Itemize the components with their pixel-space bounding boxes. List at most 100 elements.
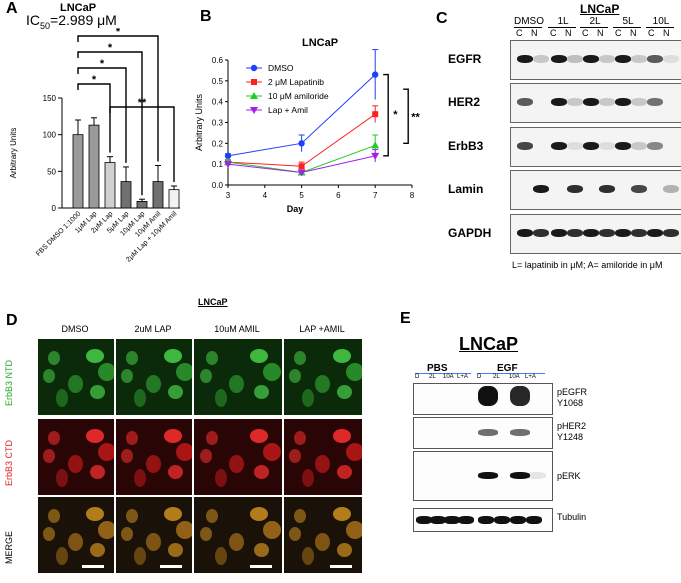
cell-shape	[345, 521, 362, 539]
micrograph-tile	[283, 418, 363, 496]
cell-shape	[337, 385, 353, 399]
cell-shape	[134, 547, 146, 565]
blot-row-name: pEGFR	[557, 387, 588, 397]
cell-shape	[164, 507, 182, 521]
blot-band	[615, 229, 631, 237]
blot-band	[567, 142, 583, 150]
blot-row-site: Y1248	[557, 432, 584, 442]
cell-shape	[199, 369, 212, 383]
lane-label: L+A	[457, 374, 468, 380]
lane-group-label: DMSO	[514, 16, 544, 27]
cell-shape	[90, 385, 105, 399]
blot-band	[647, 142, 663, 150]
blot-band	[663, 55, 679, 63]
y-tick-label: 100	[43, 131, 57, 140]
x-tick-label: 8	[410, 191, 415, 200]
cell-shape	[176, 443, 192, 461]
blot-band	[510, 386, 530, 406]
blot-row-label: HER2	[448, 95, 481, 109]
blot-strip	[510, 170, 681, 210]
lane-label: 10A	[443, 374, 454, 380]
data-point	[297, 169, 306, 177]
blot-band	[478, 472, 498, 479]
panel-e-western-blots: PBS EGF D 2L 10A L+A D 2L 10A L+A pEGFR Y1068 pHER2 Y…	[405, 355, 681, 545]
fraction-label: C	[615, 28, 622, 38]
significance-marker: *	[100, 58, 105, 70]
fraction-label: C	[550, 28, 557, 38]
blot-band	[510, 472, 530, 479]
chart-title: LNCaP	[302, 37, 338, 49]
blot-row-label: Tubulin	[557, 512, 586, 523]
cell-shape	[168, 543, 183, 557]
fraction-label: C	[516, 28, 523, 38]
cell-shape	[56, 469, 68, 487]
blot-band	[458, 516, 474, 524]
lane-label: D	[415, 374, 420, 380]
cell-shape	[199, 449, 212, 463]
scale-bar	[330, 565, 352, 568]
cell-shape	[126, 509, 138, 523]
cell-shape	[48, 509, 60, 523]
blot-band	[533, 55, 549, 63]
significance-bracket	[77, 51, 143, 196]
cell-shape	[263, 443, 282, 461]
cell-shape	[98, 363, 114, 381]
data-point	[224, 152, 232, 160]
y-axis-label: Arbitrary Units	[9, 128, 18, 179]
cell-shape	[98, 521, 114, 539]
panel-a-ic50: IC50=2.989 μM	[26, 12, 117, 31]
fraction-label: N	[565, 28, 572, 38]
blot-row-label: pHER2 Y1248	[557, 421, 586, 443]
blot-band	[583, 98, 599, 106]
blot-row-label: pERK	[557, 471, 581, 482]
row-label: ErbB3 NTD	[4, 359, 14, 406]
micrograph-tile	[115, 496, 193, 574]
lane-label: 10A	[509, 374, 520, 380]
cell-shape	[146, 455, 161, 473]
panel-c-label: C	[436, 10, 448, 27]
blot-strip	[413, 417, 553, 449]
panel-a-title: LNCaP	[60, 2, 97, 14]
blot-band	[631, 185, 647, 193]
blot-band	[517, 142, 533, 150]
panel-d-microscopy-grid: DMSO 2uM LAP 10uM AMIL LAP +AMIL ErbB3 NTD Er…	[0, 318, 400, 583]
column-label: LAP +AMIL	[299, 324, 345, 334]
panel-b-line-chart: LNCaP 0.0 0.1 0.2 0.3 0.4 0.5 0.6 3 4 5 6 7 8 Day Arbit…	[194, 37, 420, 214]
y-tick-label: 0.1	[212, 160, 224, 169]
significance-bracket	[77, 35, 159, 162]
x-tick-label: 5	[299, 191, 304, 200]
blot-row-name: Tubulin	[557, 512, 587, 522]
ic50-text: IC	[26, 12, 40, 28]
column-label: 10uM AMIL	[214, 324, 260, 334]
panel-c-footnote: L= lapatinib in μM; A= amiloride in μM	[512, 260, 663, 270]
ic50-subscript: 50	[40, 20, 51, 31]
cell-shape	[345, 443, 362, 461]
panel-d-label: D	[6, 312, 18, 329]
blot-strip	[413, 508, 553, 532]
micrograph-tile	[193, 338, 283, 416]
blot-band	[526, 472, 546, 479]
bar	[72, 134, 84, 209]
cell-shape	[48, 351, 60, 365]
blot-band	[599, 185, 615, 193]
cell-shape	[199, 527, 212, 541]
blot-band	[478, 516, 494, 524]
cell-shape	[86, 349, 104, 363]
blot-band	[631, 142, 647, 150]
cell-shape	[90, 465, 105, 479]
column-label: 2uM LAP	[134, 324, 172, 334]
significance-bracket	[383, 73, 389, 157]
y-tick-label: 0	[52, 204, 57, 213]
x-tick-label: 4	[263, 191, 268, 200]
significance-marker: *	[393, 109, 398, 121]
scale-bar	[82, 565, 104, 568]
cell-shape	[56, 389, 68, 407]
blot-band	[583, 229, 599, 237]
y-tick-label: 0.3	[212, 119, 224, 128]
data-point	[371, 152, 380, 160]
cell-shape	[90, 543, 105, 557]
blot-row-label: ErbB3	[448, 139, 484, 153]
blot-row-name: pHER2	[557, 421, 587, 431]
blot-band	[517, 98, 533, 106]
blot-strip	[510, 127, 681, 167]
